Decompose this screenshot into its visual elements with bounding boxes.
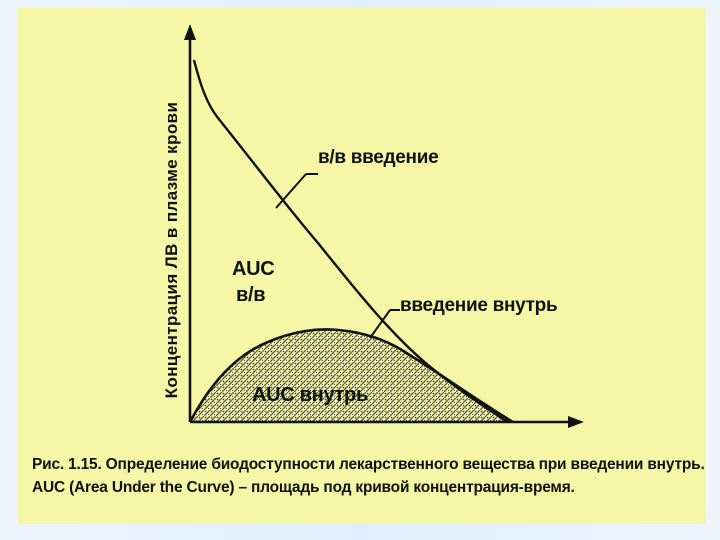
- figure-caption: Рис. 1.15. Определение биодоступности ле…: [32, 453, 712, 499]
- iv-leader-line: [275, 173, 307, 209]
- pk-diagram: [184, 24, 584, 428]
- caption-line-2: AUC (Area Under the Curve) – площадь под…: [32, 479, 575, 496]
- slide: Концентрация ЛВ в плазме крови в/в введе…: [18, 8, 706, 524]
- iv-curve-label: в/в введение: [318, 147, 439, 168]
- auc-iv-label-line2: в/в: [236, 284, 266, 306]
- auc-iv-label-line1: AUC: [232, 258, 275, 280]
- caption-line-1: Рис. 1.15. Определение биодоступности ле…: [32, 456, 705, 473]
- iv-curve: [192, 59, 509, 424]
- x-axis-arrow: [568, 416, 584, 428]
- auc-oral-area: [190, 329, 513, 422]
- y-axis-label: Концентрация ЛВ в плазме крови: [162, 101, 181, 399]
- y-axis-arrow: [184, 24, 196, 40]
- auc-oral-label: AUC внутрь: [252, 384, 368, 406]
- oral-curve-label: введение внутрь: [400, 295, 558, 316]
- oral-leader-line: [369, 309, 391, 339]
